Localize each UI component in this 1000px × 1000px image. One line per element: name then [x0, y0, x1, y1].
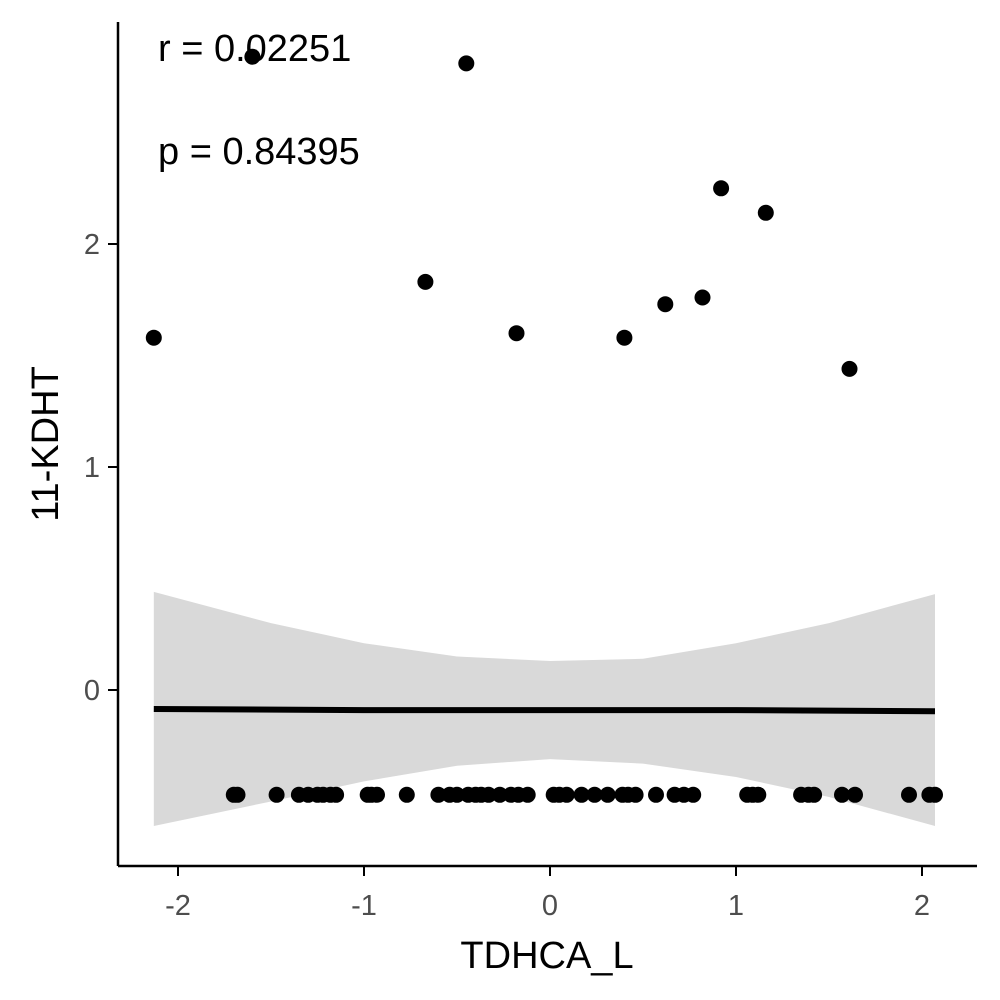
scatter-point [145, 329, 162, 346]
scatter-point [268, 786, 285, 803]
scatter-point [927, 786, 943, 803]
x-axis-ticks: -2 -1 0 1 2 [165, 866, 930, 922]
y-tick-label: 2 [84, 229, 100, 261]
y-tick-label: 1 [84, 452, 100, 484]
scatter-point [519, 786, 536, 803]
scatter-point [713, 180, 730, 197]
scatter-point [694, 289, 711, 306]
scatter-point [328, 786, 345, 803]
y-axis-title: 11-KDHT [25, 366, 67, 522]
x-tick-label: 1 [728, 890, 744, 922]
scatter-point [657, 296, 674, 313]
y-axis-ticks: 0 1 2 [84, 229, 118, 707]
correlation-r-annotation: r = 0.02251 [158, 28, 351, 70]
scatter-point [841, 360, 858, 377]
scatter-point [369, 786, 385, 803]
scatter-point [847, 786, 863, 803]
scatter-point [449, 786, 465, 803]
y-tick-label: 0 [84, 675, 100, 707]
scatter-point [417, 273, 434, 290]
scatter-point [244, 48, 261, 65]
scatter-point [430, 786, 447, 803]
scatter-point [806, 786, 823, 803]
regression-line [153, 706, 936, 715]
scatter-point [398, 786, 415, 803]
x-tick-label: -1 [351, 890, 377, 922]
scatter-point [458, 55, 475, 72]
regression-line-layer [153, 706, 936, 715]
scatter-point [757, 204, 774, 221]
scatter-point [480, 786, 497, 803]
scatter-point [508, 325, 525, 342]
scatter-point [648, 786, 664, 803]
p-value-annotation: p = 0.84395 [158, 131, 360, 173]
scatter-point [616, 329, 633, 346]
scatter-point [834, 786, 850, 803]
x-tick-label: 0 [542, 890, 558, 922]
scatter-point [558, 786, 575, 803]
x-axis-title: TDHCA_L [460, 935, 633, 977]
scatter-point [491, 786, 508, 803]
scatter-point [750, 786, 767, 803]
scatter-point [229, 786, 246, 803]
scatter-point [627, 786, 644, 803]
scatter-points-layer [145, 48, 943, 803]
scatter-point [599, 786, 616, 803]
scatter-point [685, 786, 702, 803]
scatter-point [573, 786, 590, 803]
x-tick-label: -2 [165, 890, 191, 922]
scatter-point [586, 786, 603, 803]
x-tick-label: 2 [914, 890, 930, 922]
scatter-point [901, 786, 917, 803]
